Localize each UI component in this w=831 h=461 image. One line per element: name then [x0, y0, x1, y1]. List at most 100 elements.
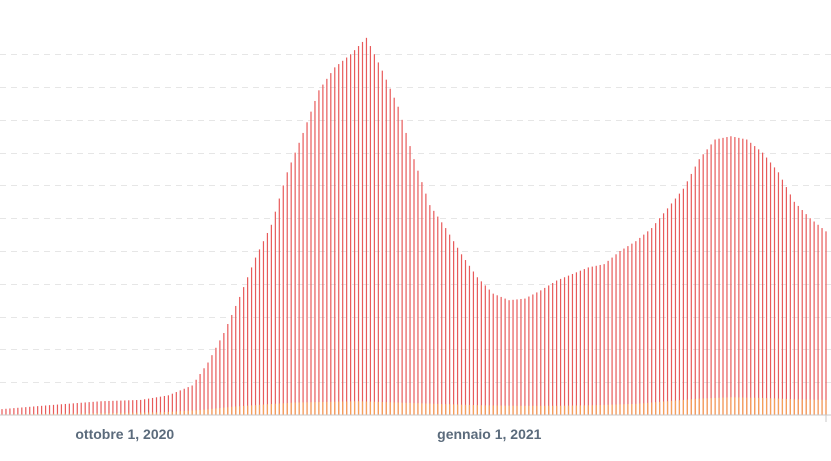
bar-s1-d51	[203, 409, 205, 415]
bar-s0-d5	[21, 407, 23, 415]
bar-s0-d84	[334, 67, 336, 416]
bar-s0-d194	[769, 162, 772, 415]
bar-s0-d186	[738, 137, 740, 415]
bar-s1-d94	[373, 401, 375, 415]
bar-s0-d48	[191, 385, 193, 415]
bar-s1-d120	[476, 405, 478, 415]
bar-s0-d52	[207, 362, 209, 415]
bar-s1-d150	[595, 405, 597, 415]
bar-s0-d136	[540, 290, 542, 415]
bar-s1-d80	[318, 402, 320, 415]
bar-s0-d87	[346, 57, 348, 416]
bar-s0-d193	[765, 157, 768, 416]
bar-s1-d96	[381, 402, 383, 415]
bar-s0-d166	[659, 218, 661, 415]
bar-s0-d79	[314, 100, 316, 415]
bar-s0-d112	[445, 228, 447, 415]
bar-s1-d152	[603, 404, 605, 415]
bar-s0-d195	[773, 167, 776, 415]
bar-s1-d45	[179, 411, 181, 415]
bar-s0-d198	[785, 187, 787, 415]
bar-s0-d197	[781, 179, 784, 415]
bar-s1-d183	[726, 397, 728, 415]
bar-s1-d186	[738, 397, 740, 415]
bar-s1-d33	[132, 412, 134, 415]
bar-s1-d102	[405, 402, 407, 415]
bar-s0-d44	[175, 392, 177, 415]
series-0	[1, 37, 827, 416]
bar-s1-d28	[112, 412, 114, 415]
bar-s0-d17	[68, 403, 70, 415]
bar-s0-d205	[813, 221, 815, 415]
bar-s0-d30	[120, 400, 122, 415]
bar-s1-d167	[662, 401, 665, 415]
bar-s0-d7	[29, 406, 31, 415]
bar-s1-d171	[678, 400, 681, 415]
bar-s0-d2	[9, 408, 11, 415]
bar-s1-d153	[607, 404, 609, 415]
bar-s1-d165	[655, 402, 657, 415]
bar-s0-d95	[377, 62, 379, 415]
bar-s0-d102	[405, 132, 407, 415]
bar-s0-d173	[686, 181, 688, 415]
bar-s1-d101	[401, 402, 403, 415]
bar-s0-d152	[603, 264, 605, 415]
bar-s0-d116	[460, 254, 463, 415]
bar-s1-d173	[686, 399, 688, 415]
bar-s0-d157	[623, 248, 625, 415]
bar-s1-d126	[500, 405, 502, 415]
bar-s1-d72	[286, 403, 288, 415]
bar-s1-d170	[674, 400, 677, 415]
bar-s1-d105	[417, 403, 419, 415]
bar-s0-d29	[116, 400, 118, 415]
grid-lines	[0, 54, 831, 383]
bar-s1-d169	[670, 400, 673, 415]
bar-s0-d27	[108, 400, 110, 415]
bar-s1-d109	[433, 403, 435, 415]
bar-s0-d125	[496, 295, 498, 415]
bar-s1-d154	[611, 404, 613, 415]
bar-s1-d208	[825, 399, 827, 415]
bar-s1-d181	[718, 397, 720, 415]
bar-s0-d108	[429, 205, 431, 415]
bar-s1-d25	[100, 413, 102, 415]
bar-s0-d109	[433, 210, 435, 415]
bar-s1-d75	[298, 402, 300, 415]
bar-s1-d90	[357, 401, 360, 415]
bar-s0-d61	[243, 287, 245, 415]
bar-s0-d74	[294, 152, 296, 415]
bar-s0-d123	[488, 289, 490, 415]
bar-s1-d143	[567, 405, 570, 415]
bar-s1-d114	[453, 404, 455, 415]
bar-s1-d20	[80, 413, 82, 415]
bar-s1-d193	[765, 398, 768, 415]
bar-s0-d200	[793, 201, 795, 415]
bar-s1-d65	[258, 404, 261, 415]
bar-s0-d98	[389, 88, 391, 416]
bar-s1-d163	[647, 402, 649, 415]
bar-s1-d149	[591, 405, 593, 415]
bar-s1-d122	[484, 405, 486, 415]
bar-s0-d19	[76, 403, 78, 415]
bar-s0-d127	[504, 298, 506, 415]
bar-s1-d129	[512, 405, 514, 415]
bar-s1-d202	[801, 399, 803, 415]
bar-s0-d190	[754, 146, 756, 415]
bar-s0-d137	[544, 287, 546, 415]
bar-s0-d59	[235, 305, 237, 415]
bar-s0-d117	[464, 260, 467, 415]
bar-s1-d73	[290, 402, 292, 415]
bar-s0-d58	[231, 314, 233, 415]
bar-s1-d84	[334, 401, 336, 415]
bar-s0-d128	[508, 300, 510, 415]
bar-s1-d187	[742, 397, 744, 415]
bar-s1-d125	[496, 405, 498, 415]
bar-s0-d130	[516, 299, 518, 415]
bar-s0-d135	[536, 292, 538, 415]
bar-s0-d134	[532, 294, 534, 415]
bar-s1-d118	[468, 404, 471, 415]
bar-s1-d131	[520, 405, 522, 415]
bar-s1-d23	[92, 413, 94, 415]
bar-s1-d204	[809, 399, 811, 415]
bar-s0-d66	[262, 241, 265, 415]
